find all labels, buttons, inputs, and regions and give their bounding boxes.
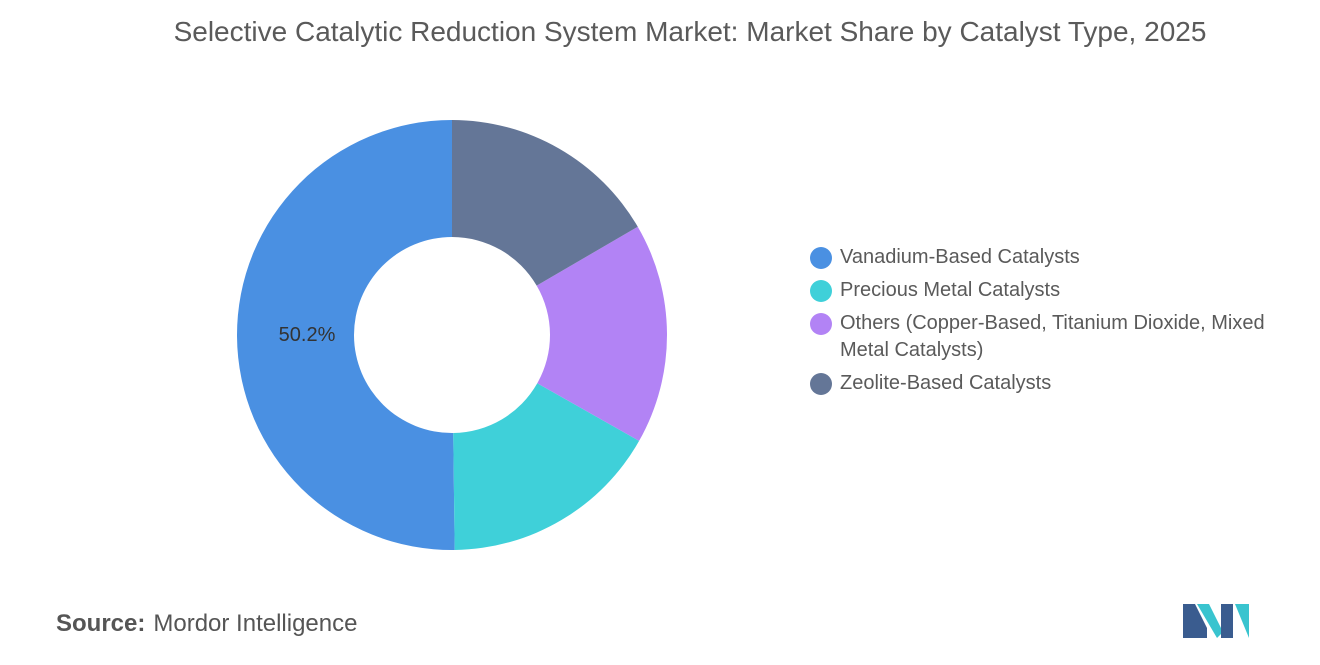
legend: Vanadium-Based Catalysts Precious Metal C…	[810, 244, 1280, 403]
legend-label: Precious Metal Catalysts	[840, 279, 1061, 301]
legend-item: Zeolite-Based Catalysts	[810, 370, 1280, 397]
legend-item: Precious Metal Catalysts	[810, 277, 1280, 304]
legend-item: Others (Copper-Based, Titanium Dioxide, …	[810, 310, 1280, 364]
source-label: Source:	[56, 610, 146, 637]
source: Source: Mordor Intelligence	[56, 610, 357, 638]
donut-slice	[237, 120, 455, 550]
donut-slice	[453, 383, 640, 550]
legend-swatch	[810, 247, 832, 269]
source-text: Mordor Intelligence	[153, 610, 358, 637]
legend-swatch	[810, 373, 832, 395]
logo	[1183, 604, 1249, 638]
data-label: 50.2%	[279, 324, 336, 346]
legend-swatch	[810, 313, 832, 335]
legend-label: Vanadium-Based Catalysts	[840, 246, 1080, 268]
legend-label: Zeolite-Based Catalysts	[840, 372, 1052, 394]
chart-title: Selective Catalytic Reduction System Mar…	[173, 16, 1207, 47]
donut-slice	[536, 226, 667, 441]
chart: 50.2%	[237, 120, 667, 550]
legend-label: Others (Copper-Based, Titanium Dioxide, …	[840, 312, 1265, 361]
donut-slice	[452, 120, 638, 286]
legend-item: Vanadium-Based Catalysts	[810, 244, 1280, 271]
legend-swatch	[810, 280, 832, 302]
